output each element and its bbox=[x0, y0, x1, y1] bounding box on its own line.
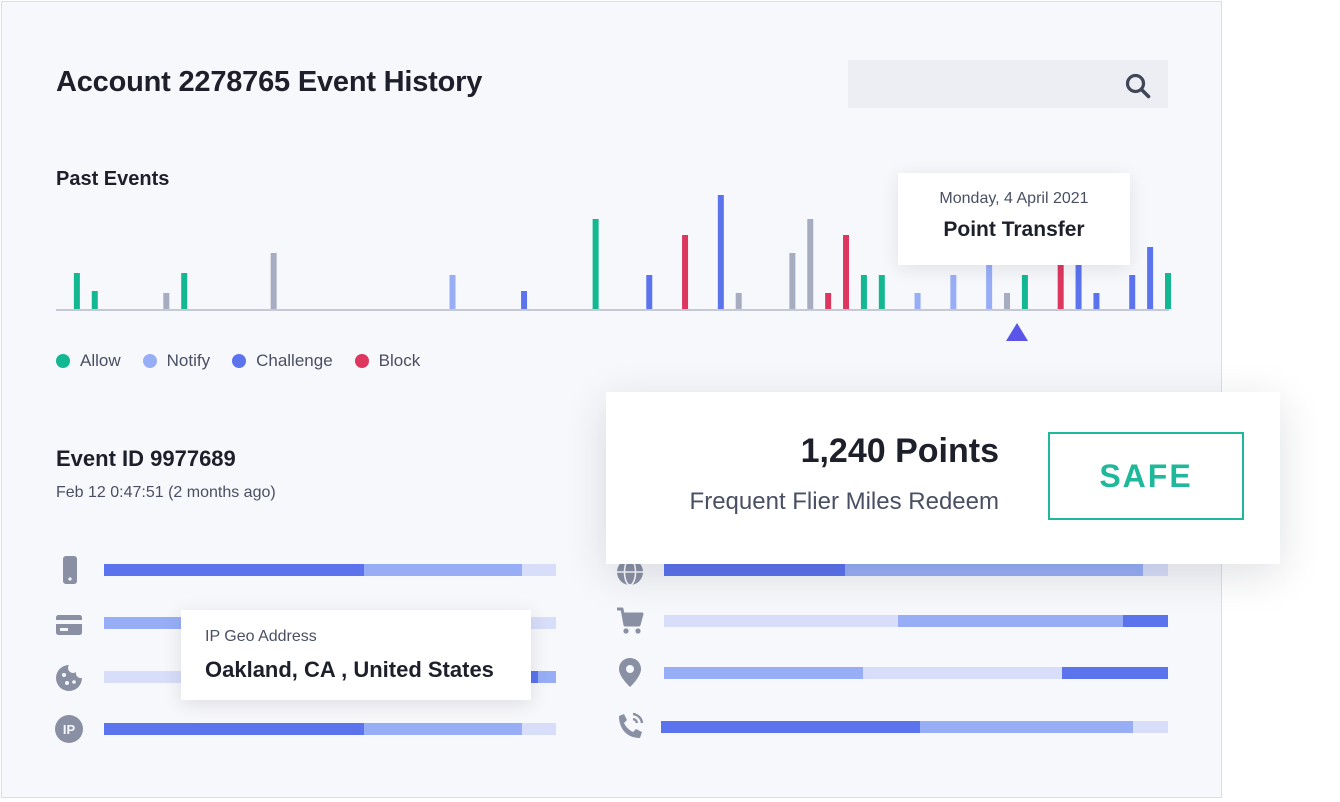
bar-segment bbox=[1132, 721, 1168, 733]
bar-segment bbox=[537, 671, 556, 683]
signal-bar-phone bbox=[104, 564, 556, 576]
bar-segment bbox=[104, 564, 364, 576]
chart-bar[interactable] bbox=[878, 275, 885, 309]
points-program: Frequent Flier Miles Redeem bbox=[689, 488, 999, 515]
bar-segment bbox=[104, 723, 364, 735]
past-events-title: Past Events bbox=[56, 168, 170, 190]
legend-label: Allow bbox=[80, 351, 121, 370]
chart-bar[interactable] bbox=[73, 273, 80, 309]
chart-bar[interactable] bbox=[449, 275, 456, 309]
ip-geo-card: IP Geo Address Oakland, CA , United Stat… bbox=[181, 610, 531, 700]
bar-segment bbox=[1142, 564, 1168, 576]
tooltip-event: Point Transfer bbox=[943, 218, 1085, 241]
signal-bar-ip bbox=[104, 723, 556, 735]
search-input[interactable] bbox=[848, 60, 1168, 108]
bar-segment bbox=[104, 617, 181, 629]
chart-bar[interactable] bbox=[1021, 275, 1028, 309]
legend-label: Block bbox=[378, 351, 421, 370]
page-title: Account 2278765 Event History bbox=[56, 66, 483, 98]
chart-bar[interactable] bbox=[163, 293, 170, 309]
chart-bar[interactable] bbox=[270, 253, 277, 309]
bar-segment bbox=[363, 723, 523, 735]
bar-segment bbox=[664, 615, 899, 627]
chart-bar[interactable] bbox=[1165, 273, 1171, 309]
chart-bar[interactable] bbox=[521, 291, 528, 309]
chart-bar[interactable] bbox=[986, 265, 993, 309]
signal-bar-location bbox=[664, 667, 1168, 679]
legend-dot-block bbox=[354, 354, 369, 368]
ip-icon: IP bbox=[55, 715, 83, 743]
legend-block[interactable]: Block bbox=[354, 351, 421, 371]
chart-bar[interactable] bbox=[682, 235, 689, 309]
chart-bar[interactable] bbox=[1004, 293, 1011, 309]
legend-dot-allow bbox=[56, 354, 70, 368]
chart-bar[interactable] bbox=[717, 195, 724, 309]
chart-bar[interactable] bbox=[592, 219, 599, 309]
bar-segment bbox=[522, 723, 556, 735]
svg-text:IP: IP bbox=[63, 722, 76, 737]
points-amount: 1,240 Points bbox=[800, 432, 999, 470]
chart-bar[interactable] bbox=[1057, 265, 1064, 309]
legend-notify[interactable]: Notify bbox=[142, 351, 211, 371]
signal-bar-cart bbox=[664, 615, 1168, 627]
credit-card-icon bbox=[56, 615, 82, 635]
chart-bar[interactable] bbox=[1093, 293, 1100, 309]
phone-call-icon bbox=[619, 712, 644, 738]
cookie-icon bbox=[56, 665, 82, 691]
phone-icon bbox=[63, 556, 77, 584]
chart-bar[interactable] bbox=[789, 253, 796, 309]
ip-geo-label: IP Geo Address bbox=[205, 628, 317, 645]
chart-bar[interactable] bbox=[735, 293, 742, 309]
legend-dot-challenge bbox=[232, 354, 247, 368]
bar-segment bbox=[664, 667, 864, 679]
chart-legend: Allow Notify Challenge Block bbox=[56, 351, 420, 371]
legend-label: Challenge bbox=[256, 351, 333, 370]
bar-segment bbox=[522, 564, 556, 576]
signal-bar-globe bbox=[664, 564, 1168, 576]
bar-segment bbox=[919, 721, 1133, 733]
legend-dot-notify bbox=[142, 354, 157, 368]
bar-segment bbox=[863, 667, 1063, 679]
legend-allow[interactable]: Allow bbox=[56, 351, 121, 371]
chart-bar[interactable] bbox=[1147, 247, 1154, 309]
event-id: Event ID 9977689 bbox=[56, 446, 236, 471]
chart-bar[interactable] bbox=[843, 235, 850, 309]
chart-bar[interactable] bbox=[860, 275, 867, 309]
globe-icon bbox=[617, 558, 643, 586]
tooltip-date: Monday, 4 April 2021 bbox=[939, 190, 1089, 207]
chart-bar[interactable] bbox=[1129, 275, 1136, 309]
bar-segment bbox=[363, 564, 523, 576]
bar-segment bbox=[1062, 667, 1168, 679]
bar-segment bbox=[898, 615, 1123, 627]
status-badge[interactable]: SAFE bbox=[1048, 432, 1244, 520]
legend-challenge[interactable]: Challenge bbox=[232, 351, 333, 371]
bar-segment bbox=[664, 564, 846, 576]
signal-bar-phone-call bbox=[661, 721, 1168, 733]
chart-bar[interactable] bbox=[1075, 265, 1082, 309]
legend-label: Notify bbox=[166, 351, 211, 370]
chart-bar[interactable] bbox=[950, 275, 957, 309]
location-pin-icon bbox=[619, 658, 641, 687]
chart-bar[interactable] bbox=[807, 219, 814, 309]
bar-segment bbox=[528, 671, 538, 683]
past-events-chart bbox=[56, 195, 1171, 311]
chart-bar[interactable] bbox=[825, 293, 832, 309]
bar-segment bbox=[1122, 615, 1168, 627]
chart-bar[interactable] bbox=[914, 293, 921, 309]
ip-geo-value: Oakland, CA , United States bbox=[205, 657, 494, 682]
cart-icon bbox=[617, 607, 644, 634]
chart-bar[interactable] bbox=[646, 275, 653, 309]
event-tooltip: Monday, 4 April 2021 Point Transfer bbox=[898, 173, 1130, 265]
selected-event-marker[interactable] bbox=[1006, 323, 1028, 341]
chart-bar[interactable] bbox=[181, 273, 188, 309]
chart-bar[interactable] bbox=[91, 291, 98, 309]
event-time: Feb 12 0:47:51 (2 months ago) bbox=[56, 484, 276, 501]
bar-segment bbox=[845, 564, 1143, 576]
bar-segment bbox=[661, 721, 920, 733]
points-summary-card: 1,240 Points Frequent Flier Miles Redeem… bbox=[606, 392, 1280, 564]
search-icon[interactable] bbox=[1124, 72, 1152, 100]
